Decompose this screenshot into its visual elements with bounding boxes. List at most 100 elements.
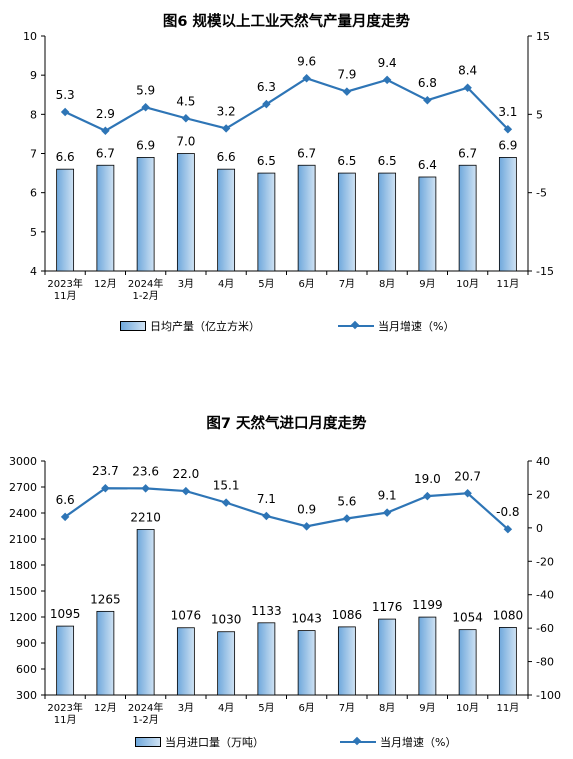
bar bbox=[96, 164, 115, 272]
y-tick-label-left: 600 bbox=[16, 663, 37, 676]
bar-data-label: 6.6 bbox=[217, 150, 236, 164]
y-tick-label-left: 2700 bbox=[9, 481, 37, 494]
y-tick-label-right: -100 bbox=[536, 689, 561, 702]
bar-data-label: 1095 bbox=[50, 607, 81, 621]
y-tick-label-left: 3000 bbox=[9, 455, 37, 468]
x-tick-label: 11月 bbox=[497, 278, 520, 290]
chart-title: 图6 规模以上工业天然气产量月度走势 bbox=[162, 14, 411, 30]
line-point bbox=[342, 87, 352, 96]
line-data-label: 8.4 bbox=[458, 64, 477, 78]
y-tick-label-left: 10 bbox=[23, 30, 37, 43]
line-data-label: 9.1 bbox=[378, 489, 397, 503]
y-tick-label-right: -80 bbox=[536, 656, 554, 669]
y-tick-label-right: -5 bbox=[536, 187, 547, 200]
bar bbox=[297, 164, 316, 272]
x-tick-label: 8月 bbox=[379, 702, 395, 714]
line-data-label: 19.0 bbox=[414, 472, 441, 486]
line-data-label: 3.2 bbox=[217, 104, 236, 118]
line-point bbox=[423, 491, 432, 501]
line-point bbox=[382, 508, 392, 517]
line-data-label: 7.9 bbox=[337, 68, 356, 82]
bar-data-label: 6.9 bbox=[498, 138, 517, 152]
y-tick-label-right: 15 bbox=[536, 30, 550, 43]
bar bbox=[498, 157, 517, 272]
x-tick-label: 7月 bbox=[339, 702, 355, 714]
legend-line: 当月增速（%） bbox=[340, 734, 456, 750]
bar-data-label: 2210 bbox=[130, 510, 161, 524]
line-point bbox=[101, 126, 110, 136]
bar bbox=[418, 616, 437, 696]
y-tick-label-left: 7 bbox=[30, 148, 37, 161]
line-data-label: 6.8 bbox=[418, 76, 437, 90]
legend-bar-label: 日均产量（亿立方米） bbox=[150, 320, 260, 333]
bar-data-label: 6.5 bbox=[378, 154, 397, 168]
line-point bbox=[60, 512, 70, 522]
bar bbox=[458, 629, 477, 696]
line-data-label: 5.6 bbox=[337, 494, 356, 508]
line-data-label: 6.6 bbox=[56, 493, 75, 507]
line-data-label: 23.7 bbox=[92, 464, 119, 478]
legend-line: 当月增速（%） bbox=[338, 318, 454, 334]
bar bbox=[217, 631, 236, 696]
bar-data-label: 1176 bbox=[372, 600, 403, 614]
y-tick-label-right: 5 bbox=[536, 108, 543, 121]
x-tick-label: 6月 bbox=[298, 702, 314, 714]
line-point bbox=[181, 114, 191, 123]
bar-data-label: 1133 bbox=[251, 604, 282, 618]
x-tick-label: 1-2月 bbox=[132, 714, 158, 726]
y-tick-label-left: 1200 bbox=[9, 611, 37, 624]
y-tick-label-right: 20 bbox=[536, 488, 550, 501]
line-data-label: 6.3 bbox=[257, 80, 276, 94]
x-tick-label: 3月 bbox=[178, 702, 194, 714]
y-tick-label-left: 900 bbox=[16, 637, 37, 650]
line-point bbox=[60, 107, 70, 117]
line-data-label: 9.4 bbox=[378, 56, 397, 70]
x-tick-label: 10月 bbox=[456, 702, 479, 714]
bar-data-label: 1043 bbox=[291, 612, 322, 626]
y-tick-label-right: -15 bbox=[536, 265, 554, 278]
chart-title: 图7 天然气进口月度走势 bbox=[206, 416, 367, 432]
line-data-label: 20.7 bbox=[454, 469, 481, 483]
legend-line-label: 当月增速（%） bbox=[378, 320, 455, 333]
x-tick-label: 5月 bbox=[258, 702, 274, 714]
series-line bbox=[64, 487, 509, 531]
line-point bbox=[302, 522, 311, 531]
bar bbox=[498, 626, 517, 696]
bar-data-label: 6.7 bbox=[458, 146, 477, 160]
bar-data-label: 6.9 bbox=[136, 138, 155, 152]
line-data-label: 0.9 bbox=[297, 502, 316, 516]
line-point bbox=[181, 486, 191, 496]
line-point bbox=[342, 514, 352, 523]
x-tick-label: 9月 bbox=[419, 702, 435, 714]
chart-plot: 300 600 900 1200 1500 1800 2100 2400 2700 3000 -10… bbox=[9, 455, 561, 726]
bar-data-label: 1030 bbox=[211, 613, 242, 627]
line-data-label: 4.5 bbox=[176, 94, 195, 108]
legend-bar: 当月进口量（万吨） bbox=[135, 734, 264, 750]
x-tick-label: 4月 bbox=[218, 702, 234, 714]
bar-data-label: 6.4 bbox=[418, 158, 437, 172]
x-tick-label: 2023年 bbox=[47, 277, 82, 290]
y-tick-label-left: 8 bbox=[30, 108, 37, 121]
y-tick-label-right: -20 bbox=[536, 555, 554, 568]
bar bbox=[337, 626, 356, 696]
line-data-label: 23.6 bbox=[132, 464, 159, 478]
legend-bar-label: 当月进口量（万吨） bbox=[165, 736, 264, 749]
bar bbox=[176, 153, 195, 272]
line-point bbox=[221, 498, 231, 507]
x-tick-label: 9月 bbox=[419, 278, 435, 290]
line-data-label: 15.1 bbox=[213, 479, 240, 493]
line-point bbox=[463, 489, 472, 498]
line-point bbox=[221, 124, 231, 133]
line-point bbox=[382, 75, 392, 85]
y-tick-label-left: 4 bbox=[30, 265, 37, 278]
y-tick-label-right: -60 bbox=[536, 622, 554, 635]
bar bbox=[56, 168, 75, 272]
x-tick-label: 7月 bbox=[339, 278, 355, 290]
line-point bbox=[141, 484, 150, 493]
bar-data-label: 6.5 bbox=[257, 154, 276, 168]
bar-swatch-icon bbox=[120, 321, 146, 331]
line-swatch-icon bbox=[340, 737, 376, 747]
y-tick-label-left: 1500 bbox=[9, 585, 37, 598]
line-point bbox=[262, 99, 271, 109]
